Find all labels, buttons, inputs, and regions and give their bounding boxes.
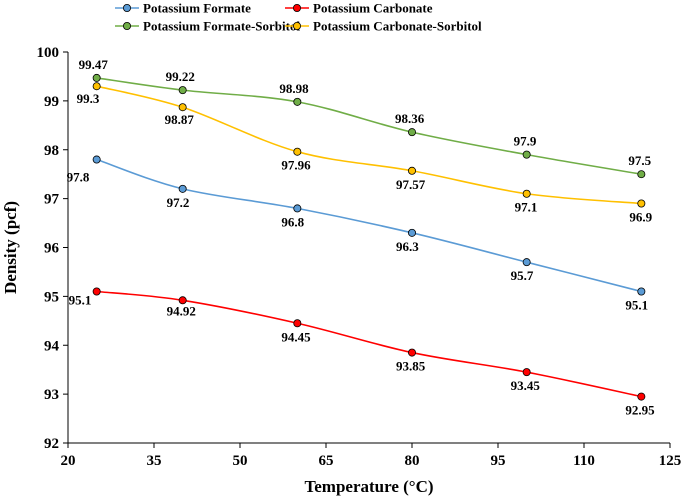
y-tick-label: 94	[44, 338, 60, 354]
legend-marker	[123, 4, 132, 12]
data-point	[407, 128, 416, 137]
data-point	[407, 228, 416, 237]
data-label: 97.8	[67, 170, 90, 185]
data-point	[637, 170, 646, 179]
x-tick-label: 50	[233, 453, 248, 469]
data-point	[522, 150, 531, 159]
legend-item: Potassium Formate	[115, 1, 251, 16]
data-label: 97.2	[167, 195, 190, 210]
x-tick-label: 35	[147, 453, 162, 469]
data-label: 98.98	[279, 81, 309, 96]
data-point	[92, 155, 101, 164]
legend-marker	[292, 21, 301, 30]
data-point	[293, 204, 302, 213]
series-potassium-carbonate-sorbitol: 99.3 98.87 97.96 97.57 97.1 96.9	[77, 82, 653, 225]
series-potassium-formate-sorbitol: 99.47 99.22 98.98 98.36 97.9 97.5	[79, 57, 652, 179]
data-label: 94.45	[281, 329, 311, 344]
data-point	[522, 189, 531, 198]
data-label: 94.92	[167, 303, 196, 318]
data-label: 93.85	[396, 359, 426, 374]
data-label: 98.36	[395, 111, 425, 126]
data-label: 96.9	[629, 210, 652, 225]
legend: Potassium Formate Potassium Carbonate Pota…	[115, 1, 482, 34]
data-point	[637, 199, 646, 208]
legend-label: Potassium Formate-Sorbitol	[143, 19, 300, 34]
y-tick-label: 92	[44, 436, 59, 452]
legend-item: Potassium Formate-Sorbitol	[115, 19, 300, 34]
axes: 20 35 50 65 80 95 110 125 92 93 94 95 96 97 98 99 100	[37, 45, 682, 469]
data-point	[178, 103, 187, 112]
legend-item: Potassium Carbonate	[285, 1, 433, 16]
data-label: 95.7	[511, 268, 534, 283]
data-point	[92, 287, 101, 296]
data-point	[407, 166, 416, 175]
x-axis-title: Temperature (°C)	[304, 477, 433, 496]
data-label: 92.95	[625, 403, 655, 418]
data-point	[637, 392, 646, 401]
data-point	[522, 258, 531, 267]
data-label: 96.8	[281, 214, 304, 229]
series-line	[96, 85, 642, 205]
y-tick-label: 97	[44, 192, 60, 208]
data-label: 99.22	[166, 69, 195, 84]
legend-label: Potassium Carbonate-Sorbitol	[313, 19, 482, 34]
data-point	[522, 368, 531, 377]
x-tick-label: 95	[491, 453, 506, 469]
data-label: 96.3	[396, 239, 419, 254]
x-tick-label: 80	[405, 453, 420, 469]
data-point	[178, 86, 187, 95]
y-tick-label: 96	[44, 241, 60, 257]
x-ticks: 20 35 50 65 80 95 110 125	[61, 443, 682, 469]
data-label: 98.87	[165, 112, 195, 127]
data-label: 99.47	[79, 57, 109, 72]
data-label: 97.96	[281, 158, 311, 173]
x-tick-label: 65	[319, 453, 334, 469]
data-point	[293, 97, 302, 106]
y-tick-label: 100	[37, 45, 60, 61]
data-label: 99.3	[77, 91, 100, 106]
data-point	[178, 184, 187, 193]
x-tick-label: 110	[573, 453, 595, 469]
data-label: 97.1	[515, 200, 538, 215]
legend-marker	[123, 21, 132, 30]
data-label: 97.5	[628, 153, 651, 168]
y-tick-label: 99	[44, 94, 59, 110]
legend-label: Potassium Carbonate	[313, 1, 433, 16]
data-label: 95.1	[69, 292, 92, 307]
series-layer: 97.8 97.2 96.8 96.3 95.7 95.1 95.1 94.92 94.45 93…	[67, 57, 655, 418]
y-tick-label: 93	[44, 387, 59, 403]
data-point	[293, 319, 302, 328]
y-tick-label: 98	[44, 143, 59, 159]
legend-marker	[292, 4, 301, 12]
x-tick-label: 20	[61, 453, 76, 469]
data-label: 97.57	[396, 177, 426, 192]
data-label: 93.45	[511, 378, 541, 393]
data-point	[293, 147, 302, 156]
y-ticks: 92 93 94 95 96 97 98 99 100	[37, 45, 68, 452]
x-tick-label: 125	[659, 453, 682, 469]
series-potassium-carbonate: 95.1 94.92 94.45 93.85 93.45 92.95	[69, 287, 655, 418]
legend-item: Potassium Carbonate-Sorbitol	[285, 19, 482, 34]
data-point	[407, 348, 416, 357]
y-axis-title: Density (pcf)	[1, 201, 20, 294]
y-tick-label: 95	[44, 289, 59, 305]
data-label: 97.9	[514, 134, 537, 149]
legend-label: Potassium Formate	[143, 1, 251, 16]
series-line	[96, 158, 642, 293]
data-label: 95.1	[625, 297, 648, 312]
data-point	[637, 287, 646, 296]
series-potassium-formate: 97.8 97.2 96.8 96.3 95.7 95.1	[67, 155, 648, 312]
data-point	[92, 82, 101, 91]
data-point	[178, 296, 187, 305]
data-point	[92, 73, 101, 82]
